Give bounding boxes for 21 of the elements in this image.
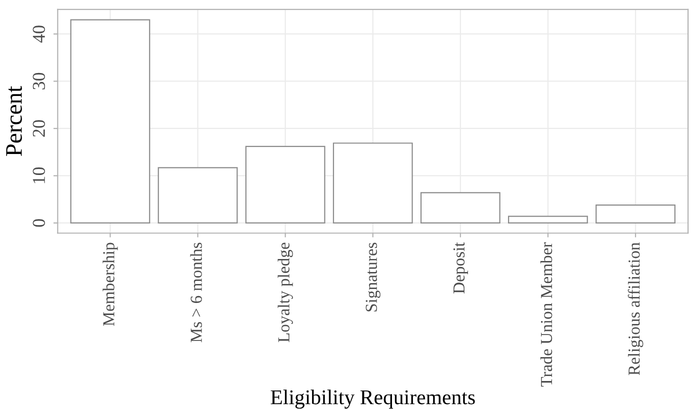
bar xyxy=(158,167,238,224)
y-tick-label: 10 xyxy=(32,167,45,184)
y-tick-label: 30 xyxy=(32,72,45,90)
x-tick-label: Religious affiliation xyxy=(628,242,644,376)
x-axis-title: Eligibility Requirements xyxy=(270,390,475,409)
y-tick-label: 0 xyxy=(32,219,45,227)
bar xyxy=(508,216,588,224)
x-tick-label: Deposit xyxy=(453,242,468,294)
bar xyxy=(420,192,500,224)
x-tick-label: Ms > 6 months xyxy=(190,242,202,342)
x-tick-label: Trade Union Member xyxy=(540,242,552,387)
bar xyxy=(596,204,676,224)
bar xyxy=(70,19,150,224)
bar xyxy=(245,146,326,224)
x-tick-label: Membership xyxy=(102,242,118,326)
x-tick-label: Loyalty pledge xyxy=(278,242,293,342)
y-tick-label: 20 xyxy=(32,120,45,137)
bar xyxy=(332,142,413,224)
x-tick-label: Signatures xyxy=(366,242,380,312)
y-tick-label: 40 xyxy=(32,26,45,43)
y-axis-title: Percent xyxy=(6,86,22,156)
